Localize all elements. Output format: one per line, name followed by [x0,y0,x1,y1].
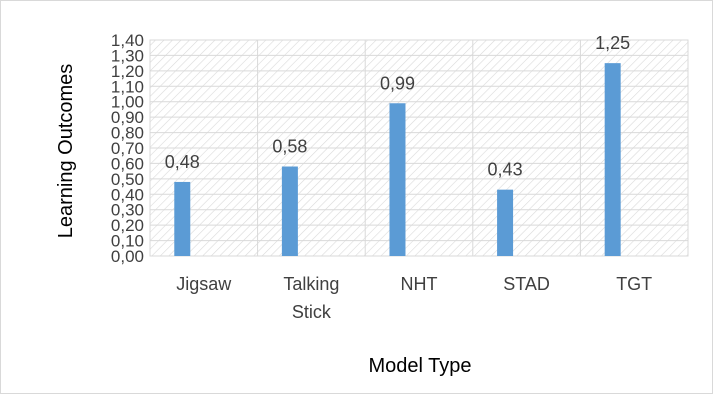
data-label: 0,43 [488,160,523,180]
y-tick-label: 0,70 [111,139,144,158]
gridlines [150,39,688,257]
y-tick-label: 0,50 [111,170,144,189]
x-tick-label: Jigsaw [176,274,232,294]
bar-talking-stick [281,166,298,256]
y-tick-label: 0,80 [111,124,144,143]
x-tick-label: NHT [401,274,438,294]
y-tick-label: 1,40 [111,31,144,50]
data-label: 1,25 [595,33,630,53]
y-tick-label: 1,00 [111,93,144,112]
x-tick-label: TGT [616,274,652,294]
bar-tgt [604,63,621,257]
bar-stad [497,189,514,256]
y-tick-label: 0,30 [111,201,144,220]
bars [174,63,621,257]
y-tick-label: 1,20 [111,62,144,81]
y-tick-label: 1,30 [111,46,144,65]
y-tick-label: 0,00 [111,247,144,266]
y-axis-ticks: 0,000,100,200,300,400,500,600,700,800,90… [111,31,144,266]
y-tick-label: 0,90 [111,108,144,127]
y-tick-label: 0,60 [111,154,144,173]
bar-nht [389,103,406,256]
x-tick-label: STAD [503,274,550,294]
y-tick-label: 1,10 [111,77,144,96]
x-axis-categories: Jigsaw Talking Stick NHT STAD TGT [176,274,652,322]
data-labels: 0,48 0,58 0,99 0,43 1,25 [165,33,630,180]
x-axis-title: Model Type [368,355,471,377]
data-label: 0,99 [380,73,415,93]
bar-jigsaw [174,181,191,256]
y-axis-title: Learning Outcomes [55,64,77,239]
x-tick-label: Talking Stick [283,274,339,322]
y-tick-label: 0,40 [111,185,144,204]
y-tick-label: 0,20 [111,216,144,235]
data-label: 0,58 [272,137,307,157]
y-tick-label: 0,10 [111,232,144,251]
data-label: 0,48 [165,152,200,172]
